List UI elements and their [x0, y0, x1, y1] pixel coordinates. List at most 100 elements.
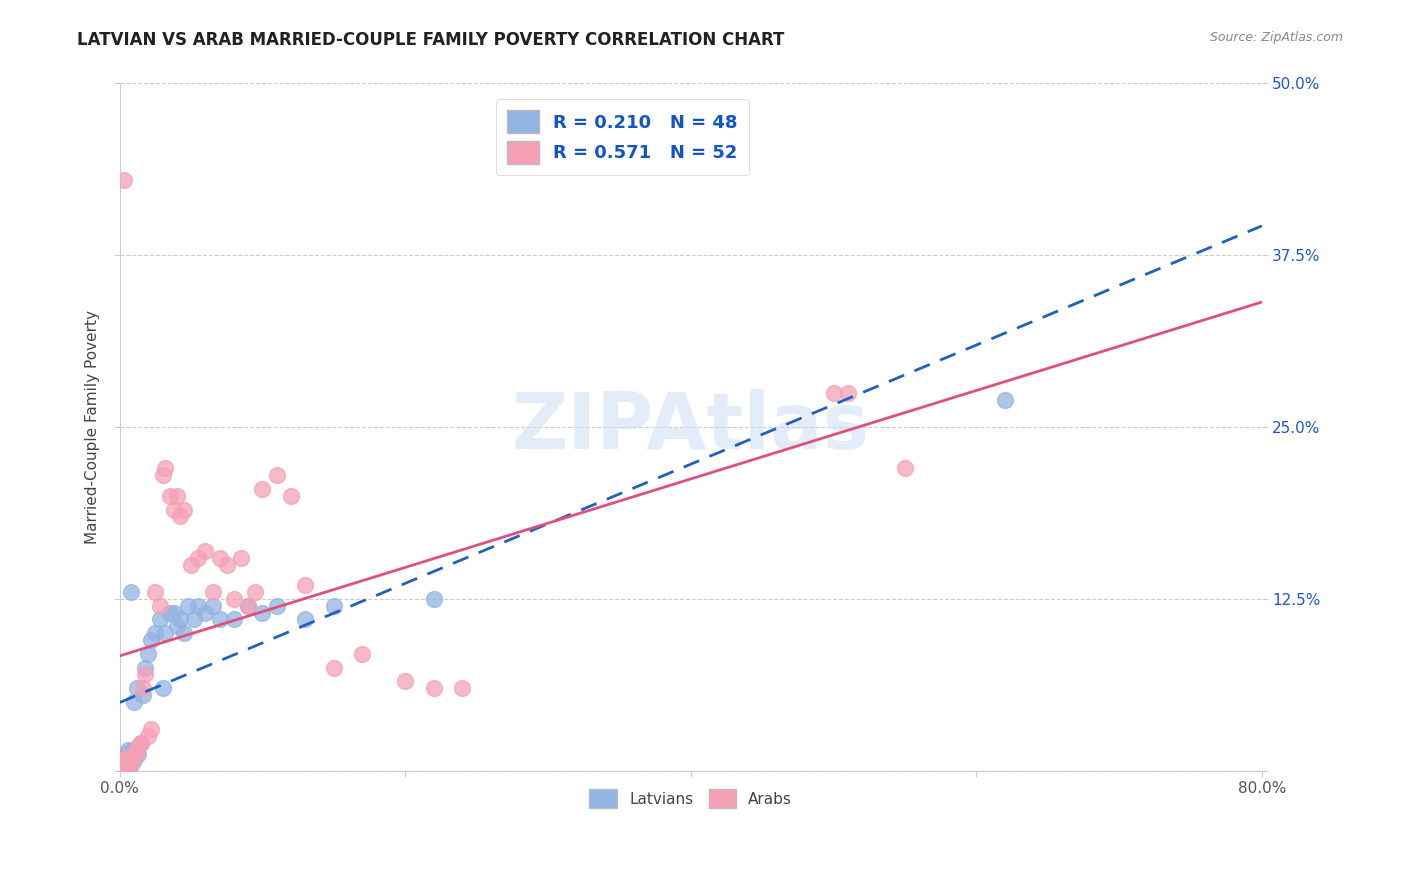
Point [177, 599, 200, 613]
Point [169, 612, 191, 626]
Point [127, 739, 149, 753]
Point [245, 585, 267, 599]
Point [394, 674, 416, 689]
Point [118, 753, 141, 767]
Point [183, 612, 205, 626]
Point [115, 747, 138, 762]
Point [208, 550, 231, 565]
Point [222, 591, 245, 606]
Point [166, 489, 188, 503]
Point [173, 626, 195, 640]
Point [120, 758, 142, 772]
Point [222, 612, 245, 626]
Point [117, 753, 139, 767]
Point [136, 647, 159, 661]
Point [252, 482, 274, 496]
Point [423, 681, 446, 696]
Point [145, 585, 167, 599]
Point [187, 599, 209, 613]
Point [894, 461, 917, 475]
Point [201, 585, 224, 599]
Point [152, 468, 174, 483]
Point [159, 606, 181, 620]
Point [125, 681, 148, 696]
Text: LATVIAN VS ARAB MARRIED-COUPLE FAMILY POVERTY CORRELATION CHART: LATVIAN VS ARAB MARRIED-COUPLE FAMILY PO… [77, 31, 785, 49]
Point [121, 751, 143, 765]
Point [118, 758, 141, 772]
Point [215, 558, 238, 572]
Point [149, 599, 172, 613]
Point [112, 754, 135, 768]
Point [111, 759, 134, 773]
Point [125, 743, 148, 757]
Point [180, 558, 202, 572]
Text: ZIPAtlas: ZIPAtlas [512, 389, 869, 465]
Point [194, 606, 217, 620]
Point [117, 743, 139, 757]
Point [238, 599, 260, 613]
Point [127, 747, 149, 762]
Point [114, 753, 136, 767]
Point [169, 509, 191, 524]
Point [124, 747, 146, 762]
Point [112, 172, 135, 186]
Point [122, 750, 145, 764]
Point [115, 756, 138, 771]
Point [112, 759, 135, 773]
Point [110, 756, 132, 771]
Point [163, 606, 186, 620]
Point [155, 461, 177, 475]
Point [117, 756, 139, 771]
Point [266, 468, 288, 483]
Point [322, 660, 344, 674]
Point [294, 612, 316, 626]
Point [423, 591, 446, 606]
Point [152, 681, 174, 696]
Point [134, 660, 156, 674]
Point [131, 688, 153, 702]
Point [149, 612, 172, 626]
Point [159, 489, 181, 503]
Point [823, 385, 845, 400]
Point [352, 647, 374, 661]
Point [120, 585, 142, 599]
Point [112, 758, 135, 772]
Point [155, 626, 177, 640]
Point [112, 754, 135, 768]
Point [252, 606, 274, 620]
Point [173, 502, 195, 516]
Point [166, 619, 188, 633]
Point [115, 759, 138, 773]
Point [110, 756, 132, 771]
Point [266, 599, 288, 613]
Point [121, 743, 143, 757]
Point [280, 489, 302, 503]
Point [114, 750, 136, 764]
Point [194, 543, 217, 558]
Point [208, 612, 231, 626]
Point [322, 599, 344, 613]
Point [141, 723, 163, 737]
Point [111, 758, 134, 772]
Point [134, 667, 156, 681]
Point [238, 599, 260, 613]
Point [163, 502, 186, 516]
Point [118, 750, 141, 764]
Point [111, 753, 134, 767]
Legend: Latvians, Arabs: Latvians, Arabs [583, 783, 799, 814]
Text: Source: ZipAtlas.com: Source: ZipAtlas.com [1209, 31, 1343, 45]
Point [294, 578, 316, 592]
Point [120, 747, 142, 762]
Point [229, 550, 252, 565]
Point [129, 736, 152, 750]
Point [114, 756, 136, 770]
Y-axis label: Married-Couple Family Poverty: Married-Couple Family Poverty [86, 310, 100, 544]
Point [141, 633, 163, 648]
Point [136, 729, 159, 743]
Point [837, 385, 859, 400]
Point [187, 550, 209, 565]
Point [451, 681, 474, 696]
Point [122, 695, 145, 709]
Point [131, 681, 153, 696]
Point [994, 392, 1017, 407]
